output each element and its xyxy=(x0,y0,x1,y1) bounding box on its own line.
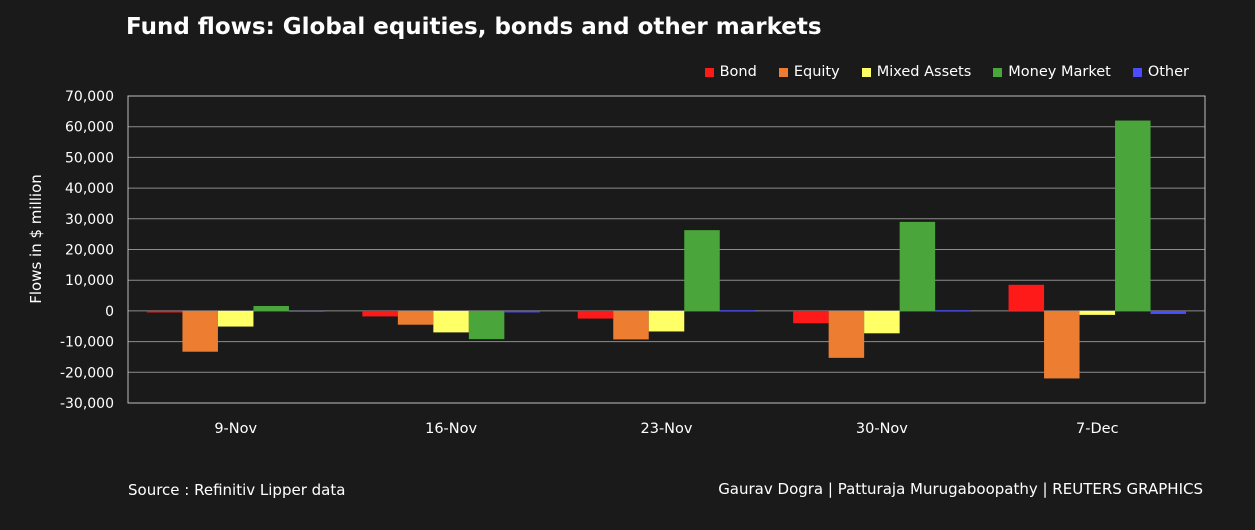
bar-bond-30-nov xyxy=(793,310,829,324)
bar-other-7-dec xyxy=(1150,310,1187,314)
legend-swatch xyxy=(993,67,1003,77)
legend-item-other: Other xyxy=(1132,64,1189,80)
y-axis-label: Flows in $ million xyxy=(27,174,45,304)
y-tick-label: 20,000 xyxy=(65,243,114,259)
bar-equity-16-nov xyxy=(397,310,434,325)
legend-label: Money Market xyxy=(1008,64,1111,80)
bar-equity-7-dec xyxy=(1044,310,1080,379)
source-note: Source : Refinitiv Lipper data xyxy=(128,481,346,499)
bar-equity-30-nov xyxy=(828,310,865,358)
y-tick-label: -10,000 xyxy=(60,335,114,351)
x-tick-label: 16-Nov xyxy=(425,421,477,437)
x-tick-label: 30-Nov xyxy=(856,421,908,437)
bar-bond-23-nov xyxy=(577,310,614,319)
legend-swatch xyxy=(778,67,788,77)
bar-money-market-23-nov xyxy=(684,230,720,311)
grid-lines xyxy=(128,95,1205,404)
bar-bond-16-nov xyxy=(362,310,398,317)
plot-frame xyxy=(127,95,1206,404)
y-tick-label: 60,000 xyxy=(65,120,114,136)
bar-other-30-nov xyxy=(935,310,971,312)
legend-swatch xyxy=(861,67,871,77)
bar-mixed-assets-30-nov xyxy=(864,310,900,334)
y-tick-label: 10,000 xyxy=(65,273,114,289)
x-tick-label: 9-Nov xyxy=(214,421,257,437)
credit-line: Gaurav Dogra | Patturaja Murugaboopathy … xyxy=(718,480,1203,498)
x-tick-label: 7-Dec xyxy=(1076,421,1119,437)
y-tick-label: 40,000 xyxy=(65,181,114,197)
bar-bond-7-dec xyxy=(1008,284,1045,311)
y-tick-label: 70,000 xyxy=(65,89,114,105)
bar-money-market-9-nov xyxy=(253,305,289,311)
legend-item-mixed-assets: Mixed Assets xyxy=(861,64,972,80)
chart-title: Fund flows: Global equities, bonds and o… xyxy=(126,14,822,40)
legend-item-equity: Equity xyxy=(778,64,840,80)
y-tick-label: 50,000 xyxy=(65,150,114,166)
bar-bond-9-nov xyxy=(146,310,183,313)
legend-label: Other xyxy=(1147,64,1189,80)
axes: -30,000 -20,000 -10,000 0 10,000 20,000 30,000… xyxy=(60,89,1206,437)
y-tick-label: -30,000 xyxy=(60,396,114,412)
bar-other-9-nov xyxy=(288,310,325,312)
legend-swatch xyxy=(1132,67,1142,77)
legend-item-bond: Bond xyxy=(704,64,757,80)
bar-mixed-assets-16-nov xyxy=(433,310,469,333)
chart-legend: Bond Equity Mixed Assets Money Market Other xyxy=(704,64,1189,80)
legend-item-money-market: Money Market xyxy=(993,64,1111,80)
legend-swatch xyxy=(704,67,714,77)
bars xyxy=(146,120,1187,379)
bar-mixed-assets-9-nov xyxy=(217,310,254,327)
bar-equity-23-nov xyxy=(613,310,649,340)
bar-money-market-7-dec xyxy=(1115,120,1151,311)
fund-flows-bar-chart: -30,000 -20,000 -10,000 0 10,000 20,000 30,000… xyxy=(27,89,1206,437)
bar-money-market-16-nov xyxy=(468,310,505,340)
legend-label: Mixed Assets xyxy=(876,64,972,80)
bar-mixed-assets-23-nov xyxy=(648,310,685,332)
y-tick-label: 0 xyxy=(105,304,114,320)
x-tick-label: 23-Nov xyxy=(641,421,693,437)
bar-mixed-assets-7-dec xyxy=(1079,310,1116,315)
bar-money-market-30-nov xyxy=(899,221,936,311)
bar-other-16-nov xyxy=(504,310,540,313)
bar-equity-9-nov xyxy=(182,310,218,352)
y-tick-label: -20,000 xyxy=(60,365,114,381)
legend-label: Bond xyxy=(719,64,757,80)
y-tick-label: 30,000 xyxy=(65,212,114,228)
legend-label: Equity xyxy=(793,64,840,80)
bar-other-23-nov xyxy=(719,310,756,312)
